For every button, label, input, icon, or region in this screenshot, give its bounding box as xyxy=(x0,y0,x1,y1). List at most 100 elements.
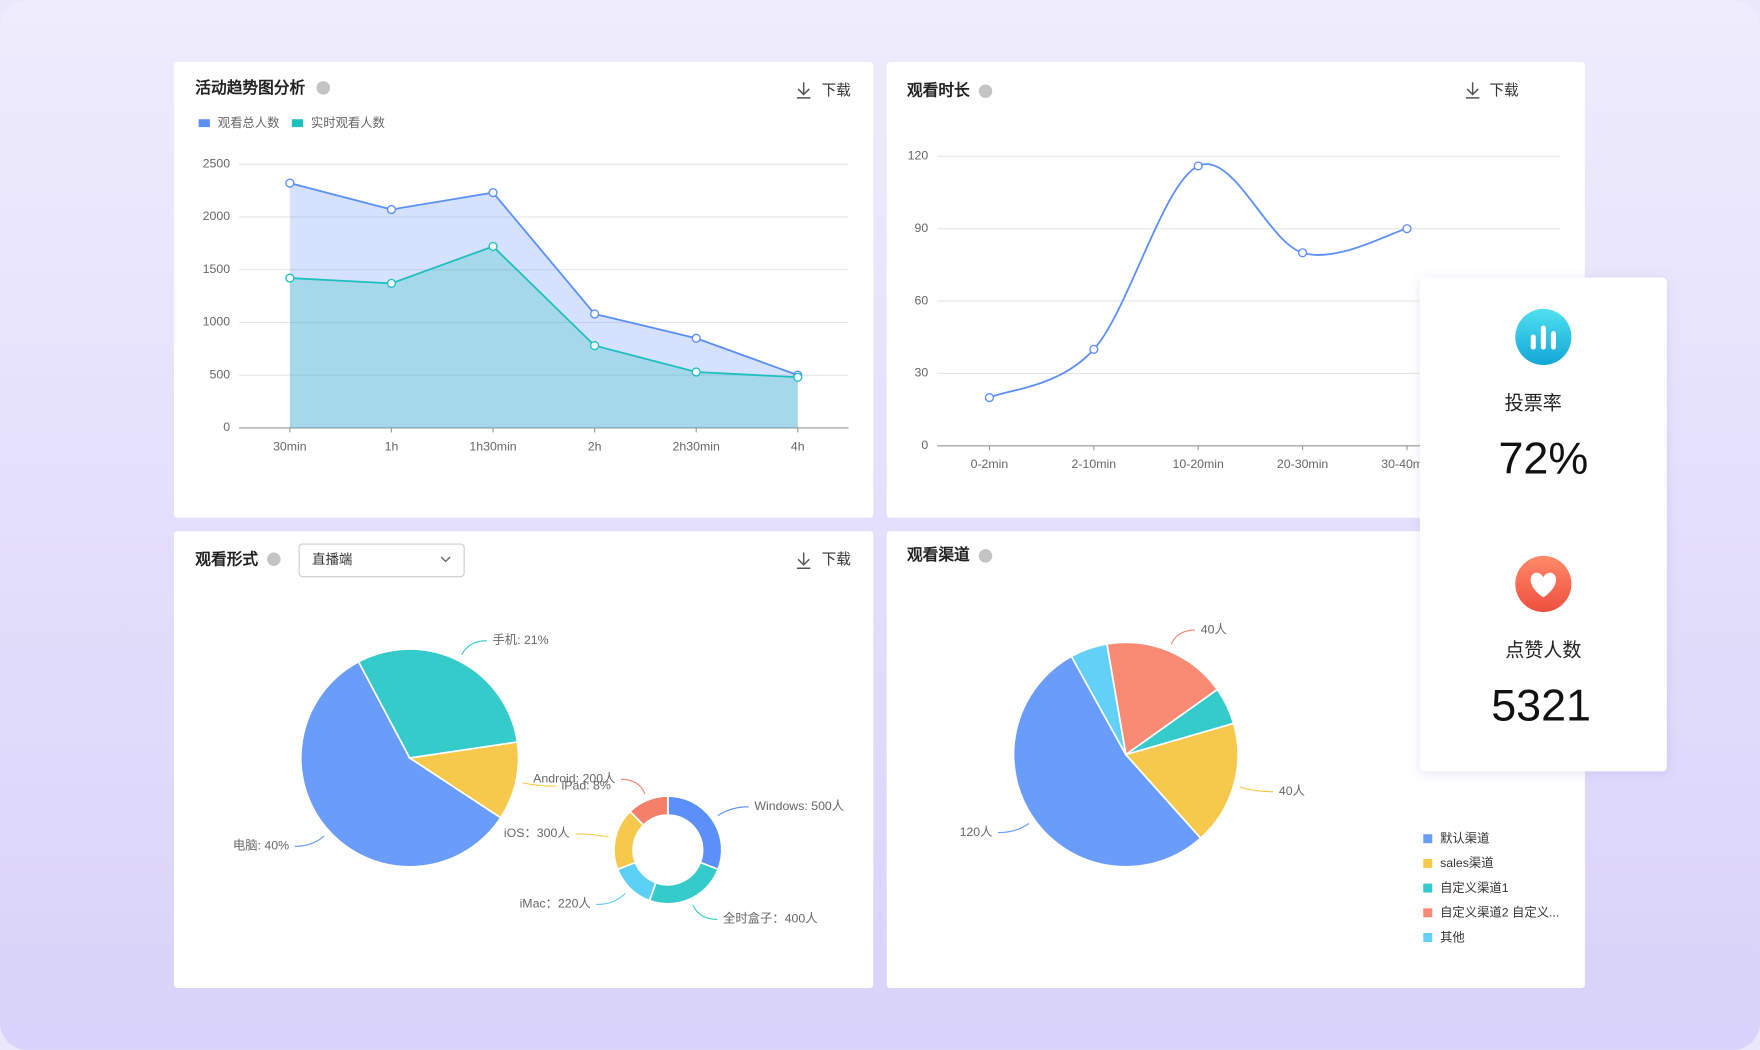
stats-card: 投票率 72% 点赞人数 5321 xyxy=(1419,277,1667,772)
legend-swatch xyxy=(291,119,304,128)
download-icons xyxy=(796,82,1480,569)
slice xyxy=(1070,642,1127,755)
legend-label: 默认渠道 xyxy=(1440,831,1489,846)
legend-swatch xyxy=(198,119,210,128)
point xyxy=(590,341,600,351)
slice xyxy=(407,740,520,819)
point xyxy=(691,333,701,343)
x-tick-label: 30min xyxy=(273,439,307,453)
slice-label: 120人 xyxy=(960,825,993,839)
download-icon[interactable] xyxy=(796,552,811,569)
legend-swatch xyxy=(1423,933,1433,942)
y-tick-label: 1000 xyxy=(203,315,231,329)
point xyxy=(590,309,600,319)
slice xyxy=(1012,655,1202,868)
leader-line xyxy=(998,823,1030,834)
point xyxy=(691,367,701,377)
leader-line xyxy=(294,835,325,847)
legend-swatch xyxy=(1423,908,1433,918)
point xyxy=(386,278,397,288)
x-tick-label: 2h30min xyxy=(673,439,720,453)
legend-label: sales渠道 xyxy=(1440,856,1493,870)
slice-label: Android: 200人 xyxy=(533,772,615,786)
area xyxy=(289,246,798,428)
point xyxy=(285,178,295,188)
stat-label: 点赞人数 xyxy=(1505,639,1581,661)
point xyxy=(386,204,397,215)
y-tick-label: 1500 xyxy=(203,262,231,276)
slice-label: 40人 xyxy=(1279,784,1305,798)
slice-label: iPad: 8% xyxy=(562,778,611,792)
info-icon xyxy=(316,81,330,95)
legend-label: 观看总人数 xyxy=(218,115,280,130)
slice-label: 40人 xyxy=(1201,622,1227,636)
stat-value: 5321 xyxy=(1491,679,1591,730)
slice xyxy=(628,795,669,827)
leader-line xyxy=(596,892,626,906)
download-button[interactable]: 下载 xyxy=(1489,82,1519,99)
slice-label: Windows: 500人 xyxy=(754,799,844,813)
y-tick-label: 2500 xyxy=(203,156,231,170)
download-icon[interactable] xyxy=(796,82,811,99)
dropdown-value[interactable]: 直播端 xyxy=(312,552,352,567)
slice xyxy=(357,648,519,759)
legend-label: 实时观看人数 xyxy=(311,115,385,130)
point xyxy=(1193,161,1203,171)
legend-swatch xyxy=(1423,858,1433,868)
panel-title: 观看形式 xyxy=(195,550,258,569)
info-icon xyxy=(978,549,993,563)
point xyxy=(1089,344,1099,354)
heart-glyph xyxy=(1530,572,1557,598)
dropdown[interactable] xyxy=(298,543,465,578)
panel-title: 观看渠道 xyxy=(907,545,970,564)
panel xyxy=(886,61,1585,518)
download-button[interactable]: 下载 xyxy=(822,82,852,99)
download-button[interactable]: 下载 xyxy=(822,551,852,568)
y-tick-label: 500 xyxy=(210,367,231,381)
y-tick-label: 0 xyxy=(223,420,230,434)
area xyxy=(289,183,798,428)
slice xyxy=(1124,722,1239,840)
slice-label: iOS：300人 xyxy=(504,826,570,840)
y-tick-label: 2000 xyxy=(203,209,231,223)
info-icon xyxy=(267,552,281,566)
y-tick-label: 0 xyxy=(921,438,928,452)
legend-swatch xyxy=(1423,834,1433,844)
info-icon xyxy=(978,84,993,98)
download-icon[interactable] xyxy=(1465,82,1480,99)
point xyxy=(285,273,295,283)
panel-title: 活动趋势图分析 xyxy=(195,78,305,97)
leader-line xyxy=(692,904,718,920)
legend-label: 自定义渠道1 xyxy=(1440,880,1509,895)
legend-label: 自定义渠道2 自定义... xyxy=(1440,905,1559,920)
x-tick-label: 2h xyxy=(588,439,602,453)
x-tick-label: 20-30min xyxy=(1277,457,1329,471)
bar-glyph xyxy=(1530,325,1556,350)
x-tick-label: 1h xyxy=(385,439,399,453)
stat-label: 投票率 xyxy=(1505,392,1562,414)
legend-label: 其他 xyxy=(1440,930,1465,944)
info-icons xyxy=(267,81,993,566)
line xyxy=(289,182,799,376)
panel xyxy=(173,61,874,518)
dropdown-chevron[interactable] xyxy=(440,556,451,563)
slice xyxy=(300,660,502,868)
leader-line xyxy=(1170,629,1196,645)
point xyxy=(488,188,498,198)
leader-line xyxy=(1240,786,1274,793)
y-tick-label: 120 xyxy=(908,149,929,163)
leader-line xyxy=(621,778,646,795)
point xyxy=(984,393,995,403)
line xyxy=(289,245,798,379)
x-tick-label: 10-20min xyxy=(1173,457,1225,471)
x-tick-label: 0-2min xyxy=(971,457,1009,471)
slice-label: iMac：220人 xyxy=(520,897,591,911)
panel-title: 观看时长 xyxy=(907,80,970,99)
leader-line xyxy=(575,833,609,838)
x-tick-label: 2-10min xyxy=(1072,457,1117,471)
point xyxy=(1298,248,1308,258)
stat-value: 72% xyxy=(1498,432,1588,483)
x-tick-label: 1h30min xyxy=(469,439,516,453)
point xyxy=(1402,224,1412,234)
